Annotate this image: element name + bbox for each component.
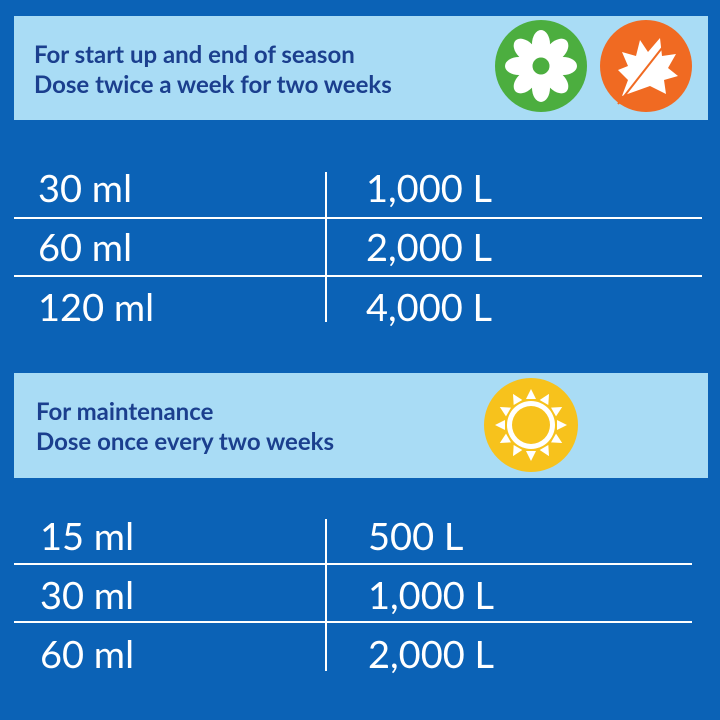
dose-cell: 60 ml	[40, 631, 134, 677]
volume-cell: 1,000 L	[366, 165, 492, 211]
volume-cell: 2,000 L	[366, 224, 492, 270]
section-subtitle: Dose twice a week for two weeks	[34, 70, 392, 99]
dose-cell: 120 ml	[38, 284, 154, 330]
header-box	[14, 16, 708, 120]
section-title: For maintenance	[36, 397, 214, 426]
dose-cell: 60 ml	[38, 224, 132, 270]
section-title: For start up and end of season	[34, 40, 355, 69]
dose-cell: 30 ml	[38, 165, 132, 211]
section-subtitle: Dose once every two weeks	[36, 427, 334, 456]
header-box	[14, 373, 708, 478]
flower-icon	[495, 20, 587, 112]
leaf-icon	[600, 20, 692, 112]
volume-cell: 1,000 L	[368, 572, 494, 618]
dose-cell: 15 ml	[40, 513, 134, 559]
sun-icon	[484, 378, 578, 472]
volume-cell: 4,000 L	[366, 284, 492, 330]
volume-cell: 2,000 L	[368, 631, 494, 677]
volume-cell: 500 L	[368, 513, 463, 559]
dose-cell: 30 ml	[40, 572, 134, 618]
